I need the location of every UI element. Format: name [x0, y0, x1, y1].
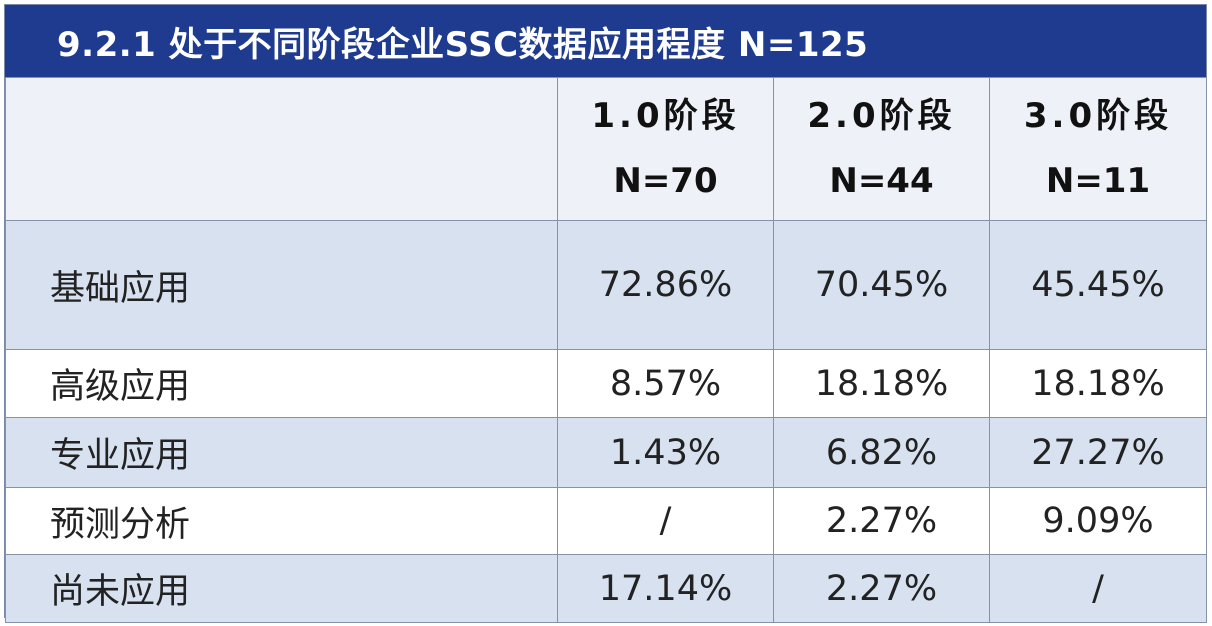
- table-cell: 2.27%: [773, 487, 990, 555]
- table-frame: 9.2.1 处于不同阶段企业SSC数据应用程度 N=125 1.0阶段 N=70…: [4, 4, 1207, 623]
- table-cell: 9.09%: [989, 487, 1207, 555]
- row-label: 预测分析: [5, 487, 558, 555]
- column-header-stage-3: 3.0阶段 N=11: [989, 77, 1207, 221]
- table-cell: 18.18%: [989, 349, 1207, 418]
- table-row: 尚未应用 17.14% 2.27% /: [5, 554, 1207, 623]
- table-title: 9.2.1 处于不同阶段企业SSC数据应用程度 N=125: [5, 5, 1206, 77]
- column-sample-size: N=11: [1045, 161, 1151, 201]
- column-stage-name: 1.0阶段: [591, 96, 740, 137]
- header-corner-cell: [5, 77, 558, 221]
- table-cell: 70.45%: [773, 220, 990, 350]
- table-cell: /: [989, 554, 1207, 623]
- table-cell: 45.45%: [989, 220, 1207, 350]
- column-stage-name: 2.0阶段: [807, 96, 956, 137]
- column-header-stage-2: 2.0阶段 N=44: [773, 77, 990, 221]
- table-cell: 27.27%: [989, 417, 1207, 488]
- table-cell: /: [557, 487, 774, 555]
- table-row: 专业应用 1.43% 6.82% 27.27%: [5, 417, 1207, 488]
- data-table: 1.0阶段 N=70 2.0阶段 N=44 3.0阶段 N=11 基础应用 72…: [5, 77, 1207, 623]
- column-sample-size: N=70: [613, 161, 718, 201]
- row-label: 专业应用: [5, 417, 558, 488]
- row-label: 高级应用: [5, 349, 558, 418]
- table-row: 基础应用 72.86% 70.45% 45.45%: [5, 220, 1207, 350]
- table-cell: 18.18%: [773, 349, 990, 418]
- table-cell: 2.27%: [773, 554, 990, 623]
- row-label: 尚未应用: [5, 554, 558, 623]
- table-cell: 17.14%: [557, 554, 774, 623]
- table-cell: 8.57%: [557, 349, 774, 418]
- table-cell: 72.86%: [557, 220, 774, 350]
- table-row: 预测分析 / 2.27% 9.09%: [5, 487, 1207, 555]
- column-header-stage-1: 1.0阶段 N=70: [557, 77, 774, 221]
- table-cell: 1.43%: [557, 417, 774, 488]
- table-cell: 6.82%: [773, 417, 990, 488]
- column-stage-name: 3.0阶段: [1023, 96, 1173, 137]
- column-sample-size: N=44: [829, 161, 934, 201]
- row-label: 基础应用: [5, 220, 558, 350]
- table-row: 高级应用 8.57% 18.18% 18.18%: [5, 349, 1207, 418]
- header-row: 1.0阶段 N=70 2.0阶段 N=44 3.0阶段 N=11: [5, 77, 1207, 221]
